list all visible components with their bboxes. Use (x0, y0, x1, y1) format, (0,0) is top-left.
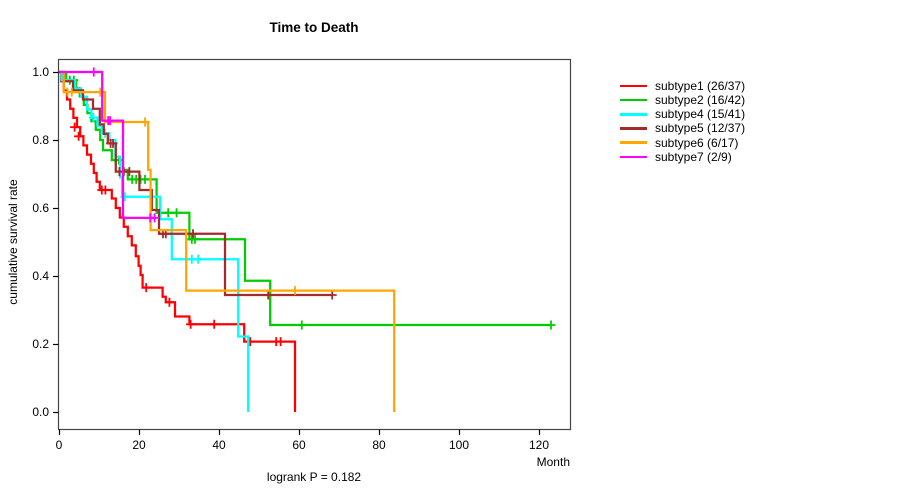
legend-swatch (620, 127, 647, 130)
curve-subtype4 (59, 70, 250, 412)
legend: subtype1 (26/37) subtype2 (16/42) subtype4… (620, 79, 745, 164)
legend-label: subtype1 (26/37) (655, 79, 746, 94)
x-tick-label: 60 (292, 438, 306, 452)
curve-subtype6 (59, 70, 396, 412)
x-tick-label: 80 (372, 438, 386, 452)
x-axis-label: Month (536, 455, 570, 469)
legend-item-subtype2: subtype2 (16/42) (620, 93, 745, 107)
censor-marks-subtype7 (89, 67, 160, 223)
censor-marks-subtype1 (70, 122, 286, 347)
y-tick-label: 0.2 (32, 337, 49, 351)
legend-label: subtype6 (6/17) (655, 135, 739, 150)
legend-item-subtype6: subtype6 (6/17) (620, 136, 745, 150)
y-tick-label: 0.4 (32, 269, 49, 283)
legend-label: subtype5 (12/37) (655, 121, 746, 136)
legend-label: subtype7 (2/9) (655, 149, 732, 164)
y-tick-label: 0.6 (32, 201, 49, 215)
legend-swatch (620, 84, 647, 88)
logrank-annotation: logrank P = 0.182 (266, 470, 362, 484)
legend-item-subtype7: subtype7 (2/9) (620, 150, 745, 164)
legend-swatch (620, 98, 647, 102)
legend-label: subtype2 (16/42) (655, 93, 746, 108)
censor-marks-subtype6 (62, 87, 300, 296)
x-tick-label: 120 (529, 438, 549, 452)
x-tick-label: 40 (212, 438, 226, 452)
y-tick-label: 0.8 (32, 133, 49, 147)
legend-swatch (620, 141, 647, 144)
plot-box (57, 58, 572, 431)
legend-label: subtype4 (15/41) (655, 107, 746, 122)
x-tick-label: 20 (132, 438, 146, 452)
x-tick-label: 0 (56, 438, 63, 452)
legend-item-subtype4: subtype4 (15/41) (620, 107, 745, 121)
legend-swatch (620, 155, 647, 159)
curve-subtype1 (59, 70, 297, 412)
chart-title: Time to Death (269, 20, 359, 35)
x-tick-label: 100 (449, 438, 469, 452)
y-tick-label: 0.0 (32, 405, 49, 419)
legend-swatch (620, 113, 647, 116)
y-tick-label: 1.0 (32, 65, 49, 79)
legend-item-subtype5: subtype5 (12/37) (620, 121, 745, 135)
curve-subtype5 (59, 70, 333, 297)
legend-item-subtype1: subtype1 (26/37) (620, 79, 745, 93)
curve-subtype2 (59, 70, 551, 327)
